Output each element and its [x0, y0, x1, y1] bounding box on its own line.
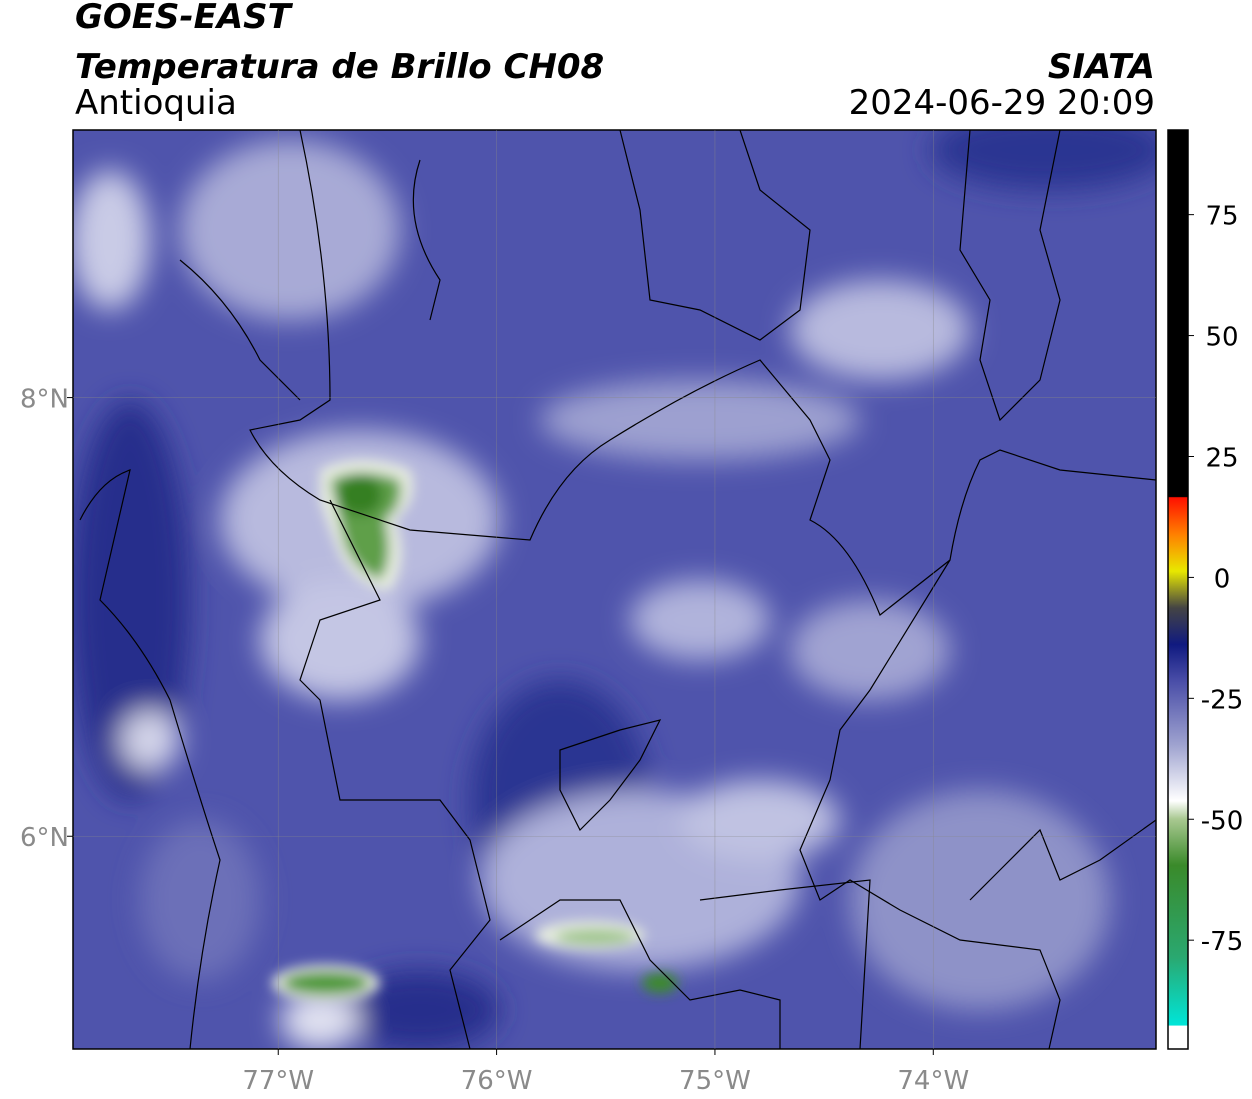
x-tick-label: 77°W [242, 1066, 314, 1096]
colorbar-label: 25 [1205, 443, 1238, 473]
y-tick-label: 6°N [20, 823, 69, 853]
colorbar-label: -25 [1201, 685, 1243, 715]
source: SIATA [1048, 47, 1155, 87]
region: Antioquia [75, 83, 237, 123]
x-tick-label: 76°W [461, 1066, 533, 1096]
borders [79, 130, 1156, 1049]
colorbar-label: 0 [1214, 564, 1231, 594]
colorbar-label: 50 [1205, 323, 1238, 353]
x-tick-label: 74°W [897, 1066, 969, 1096]
colorbar [1167, 129, 1189, 1050]
title: GOES-EAST [75, 0, 294, 37]
satellite-image [73, 130, 1156, 1049]
datetime: 2024-06-29 20:09 [849, 83, 1155, 123]
colorbar-label: 75 [1205, 202, 1238, 232]
x-tick-label: 75°W [679, 1066, 751, 1096]
colorbar-label: -75 [1201, 927, 1243, 957]
y-tick-label: 8°N [20, 385, 69, 415]
map-frame [72, 129, 1157, 1050]
colorbar-label: -50 [1201, 806, 1243, 836]
subtitle: Temperatura de Brillo CH08 [75, 47, 604, 87]
